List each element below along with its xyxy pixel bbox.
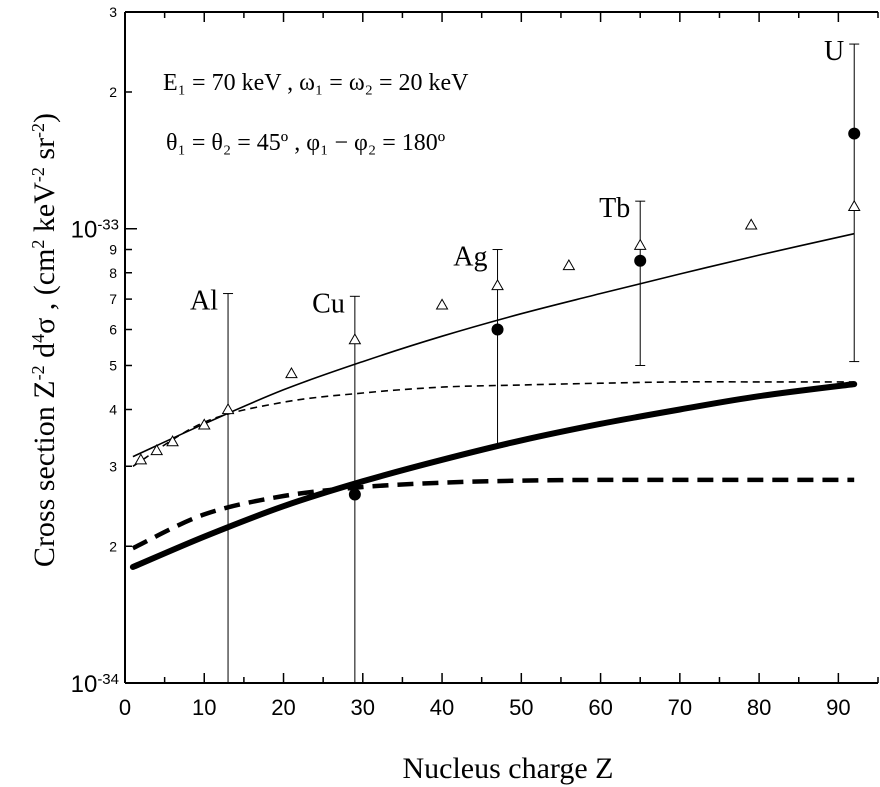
- element-labels-layer: Al Cu Ag Tb U: [190, 36, 844, 319]
- axes-layer: [124, 11, 878, 684]
- circle-point: [348, 488, 361, 501]
- element-label-ag: Ag: [453, 242, 487, 273]
- triangle-point: [744, 218, 758, 230]
- y-minor-tick-label: 2: [109, 538, 117, 554]
- circle-point: [848, 127, 861, 140]
- y-minor-tick-label: 3: [109, 4, 117, 20]
- y-label-mid: d: [28, 343, 61, 366]
- triangle-point: [491, 278, 504, 291]
- triangle-point: [150, 443, 164, 456]
- element-label-cu: Cu: [312, 288, 345, 319]
- circle-point: [634, 254, 647, 267]
- y-label-prefix: Cross section Z: [28, 380, 61, 567]
- x-tick-label: 80: [747, 695, 771, 720]
- y-label-sup5: -2: [28, 123, 48, 138]
- y-minor-tick-label: 5: [109, 357, 117, 373]
- y-label-end: ): [28, 113, 61, 123]
- markers-layer: [134, 43, 861, 683]
- triangle-point: [633, 238, 647, 250]
- element-label-u: U: [824, 36, 844, 67]
- annotation-line-1: E₁ = 70 keV , ω₁ = ω₂ = 20 keV: [163, 70, 469, 96]
- x-tick-label: 20: [271, 695, 295, 720]
- x-tick-label: 0: [119, 695, 131, 720]
- x-axis-label: Nucleus charge Z: [402, 752, 613, 785]
- y-label-sup3: 2: [28, 240, 48, 249]
- element-label-tb: Tb: [599, 193, 630, 224]
- series-line-thin-solid: [132, 232, 855, 458]
- x-tick-label: 70: [668, 695, 692, 720]
- triangle-point: [285, 367, 298, 379]
- triangle-point: [348, 333, 362, 345]
- circle-point: [491, 323, 504, 336]
- x-tick-label: 10: [192, 695, 216, 720]
- triangle-point: [847, 199, 861, 212]
- triangle-point: [166, 435, 179, 447]
- y-major-tick-label: 10-33: [71, 216, 119, 244]
- y-minor-tick-label: 8: [109, 265, 117, 281]
- ticks-layer: 0 10 20 30 40 50 60 70 80 90 10-34 10-33 2 3 4 5 6 7 8 9 2 3: [71, 4, 879, 720]
- y-minor-tick-label: 6: [109, 322, 117, 338]
- y-label-sup4: -2: [28, 167, 48, 182]
- y-minor-tick-label: 7: [109, 291, 117, 307]
- y-major-tick-label: 10-34: [71, 671, 119, 699]
- y-label-sup2: 4: [28, 334, 48, 343]
- y-label-sup1: -2: [28, 365, 48, 380]
- element-label-al: Al: [190, 286, 218, 317]
- y-label-sigma: σ , (cm: [28, 249, 61, 334]
- y-label-sr: sr: [28, 138, 61, 167]
- y-minor-tick-label: 3: [109, 458, 117, 474]
- triangle-point: [221, 402, 235, 415]
- triangle-point: [435, 298, 449, 310]
- y-minor-tick-label: 2: [109, 84, 117, 100]
- series-layer: [129, 232, 858, 570]
- y-minor-tick-label: 9: [109, 242, 117, 258]
- x-tick-label: 90: [826, 695, 850, 720]
- y-label-kev: keV: [28, 182, 61, 240]
- y-axis-label: Cross section Z-2 d4σ , (cm2 keV-2 sr-2): [28, 113, 61, 567]
- triangle-point: [562, 258, 576, 271]
- x-tick-label: 30: [351, 695, 375, 720]
- annotation-line-2: θ₁ = θ₂ = 45º , φ₁ − φ₂ = 180º: [166, 130, 446, 156]
- x-tick-label: 60: [588, 695, 612, 720]
- series-line-thin-dashed: [132, 381, 855, 467]
- triangle-point: [134, 453, 148, 465]
- x-tick-label: 50: [509, 695, 533, 720]
- y-minor-tick-label: 4: [109, 402, 117, 418]
- x-tick-label: 40: [430, 695, 454, 720]
- series-line-thick-dashed: [131, 477, 855, 551]
- triangle-point: [197, 418, 211, 430]
- series-line-thick-solid: [129, 381, 858, 570]
